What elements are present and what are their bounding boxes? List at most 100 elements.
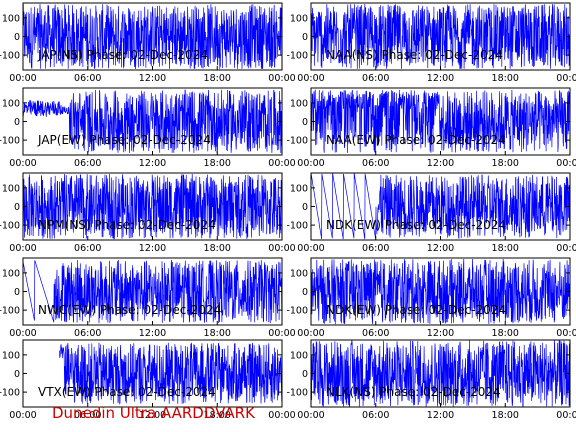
x-tick-label: 18:00 [204, 158, 231, 169]
x-tick-label: 00:00 [297, 158, 324, 169]
y-tick-label: 100 [2, 350, 20, 361]
chart-panel: 1000-10000:0006:0012:0018:0000:00NDK(EW)… [286, 172, 576, 254]
x-tick-label: 12:00 [427, 328, 454, 339]
x-tick-label: 18:00 [492, 73, 519, 84]
x-tick-label: 00:00 [268, 158, 295, 169]
x-tick-label: 12:00 [139, 410, 166, 421]
y-tick-label: 0 [14, 32, 20, 43]
x-tick-label: 00:00 [297, 243, 324, 254]
phase-series-line [311, 173, 570, 240]
x-tick-label: 00:00 [556, 410, 576, 421]
x-tick-label: 00:00 [268, 328, 295, 339]
x-tick-label: 00:00 [556, 328, 576, 339]
chart-title: NWC(EW) Phase: 02-Dec-2024 [38, 303, 221, 317]
y-tick-label: 100 [290, 350, 308, 361]
chart-title: NPM(NS) Phase: 02-Dec-2024 [38, 218, 216, 232]
x-tick-label: 06:00 [362, 328, 389, 339]
x-tick-label: 00:00 [9, 73, 36, 84]
x-tick-label: 12:00 [139, 158, 166, 169]
chart-panel: 1000-10000:0006:0012:0018:0000:00NAA(NS)… [286, 2, 576, 84]
y-tick-label: -100 [286, 388, 308, 399]
x-tick-label: 00:00 [556, 243, 576, 254]
phase-series-line [23, 89, 282, 154]
x-tick-label: 12:00 [427, 73, 454, 84]
chart-title: NDK(EW) Phase: 02-Dec-2024 [326, 218, 506, 232]
footer-caption: Dunedin Ultra AARDDVARK [52, 404, 255, 422]
phase-trace [23, 173, 282, 240]
y-tick-label: -100 [0, 136, 20, 147]
y-tick-label: 0 [302, 369, 308, 380]
y-tick-label: 100 [2, 13, 20, 24]
x-tick-label: 00:00 [9, 410, 36, 421]
y-tick-label: 0 [14, 287, 20, 298]
x-tick-label: 00:00 [9, 158, 36, 169]
x-tick-label: 18:00 [204, 328, 231, 339]
x-tick-label: 12:00 [427, 158, 454, 169]
x-tick-label: 06:00 [362, 243, 389, 254]
y-tick-label: -100 [286, 306, 308, 317]
y-tick-label: -100 [286, 221, 308, 232]
phase-trace [58, 342, 282, 405]
chart-title: VTX(EW) Phase: 02-Dec-2024 [38, 385, 216, 399]
x-tick-label: 00:00 [297, 73, 324, 84]
y-tick-label: 0 [14, 117, 20, 128]
x-tick-label: 00:00 [556, 158, 576, 169]
phase-trace [23, 89, 282, 154]
x-tick-label: 00:00 [9, 243, 36, 254]
y-tick-label: -100 [0, 51, 20, 62]
y-tick-label: 100 [290, 13, 308, 24]
y-tick-label: 0 [302, 287, 308, 298]
x-tick-label: 00:00 [268, 410, 295, 421]
x-tick-label: 12:00 [139, 328, 166, 339]
x-tick-label: 18:00 [492, 410, 519, 421]
y-tick-label: 100 [290, 268, 308, 279]
phase-series-line [311, 258, 570, 325]
x-tick-label: 00:00 [268, 243, 295, 254]
chart-panel: 1000-10000:0006:0012:0018:0000:00NAA(EW)… [286, 87, 576, 169]
chart-title: NAA(EW) Phase: 02-Dec-2024 [326, 133, 506, 147]
x-tick-label: 12:00 [139, 73, 166, 84]
y-tick-label: 0 [302, 202, 308, 213]
chart-title: JAP(EW) Phase: 02-Dec-2024 [37, 133, 211, 147]
x-tick-label: 12:00 [139, 243, 166, 254]
chart-title: NDK(EW) Phase: 02-Dec-2024 [326, 303, 506, 317]
phase-series-line [23, 173, 282, 240]
phase-trace [311, 340, 570, 407]
y-tick-label: 0 [302, 32, 308, 43]
phase-series-line [23, 4, 282, 70]
x-tick-label: 18:00 [204, 73, 231, 84]
x-tick-label: 18:00 [204, 243, 231, 254]
phase-series-line [23, 259, 282, 324]
x-tick-label: 18:00 [492, 328, 519, 339]
y-tick-label: 0 [302, 117, 308, 128]
x-tick-label: 06:00 [74, 73, 101, 84]
x-tick-label: 12:00 [427, 410, 454, 421]
y-tick-label: -100 [0, 388, 20, 399]
phase-trace [311, 173, 570, 240]
phase-series-line [311, 340, 570, 407]
x-tick-label: 06:00 [74, 328, 101, 339]
y-tick-label: 100 [2, 268, 20, 279]
phase-series-line [311, 89, 570, 153]
x-tick-label: 18:00 [492, 243, 519, 254]
y-tick-label: -100 [0, 221, 20, 232]
phase-series-line [58, 342, 282, 405]
y-tick-label: -100 [0, 306, 20, 317]
chart-panel: 1000-10000:0006:0012:0018:0000:00NDK(EW)… [286, 257, 576, 339]
x-tick-label: 00:00 [556, 73, 576, 84]
y-tick-label: 100 [2, 183, 20, 194]
x-tick-label: 18:00 [204, 410, 231, 421]
y-tick-label: 0 [14, 202, 20, 213]
y-tick-label: -100 [286, 136, 308, 147]
phase-trace [23, 4, 282, 70]
x-tick-label: 06:00 [74, 410, 101, 421]
phase-trace [311, 89, 570, 153]
x-tick-label: 06:00 [362, 73, 389, 84]
x-tick-label: 00:00 [297, 328, 324, 339]
chart-title: JAP(NS) Phase: 02-Dec-2024 [37, 48, 208, 62]
